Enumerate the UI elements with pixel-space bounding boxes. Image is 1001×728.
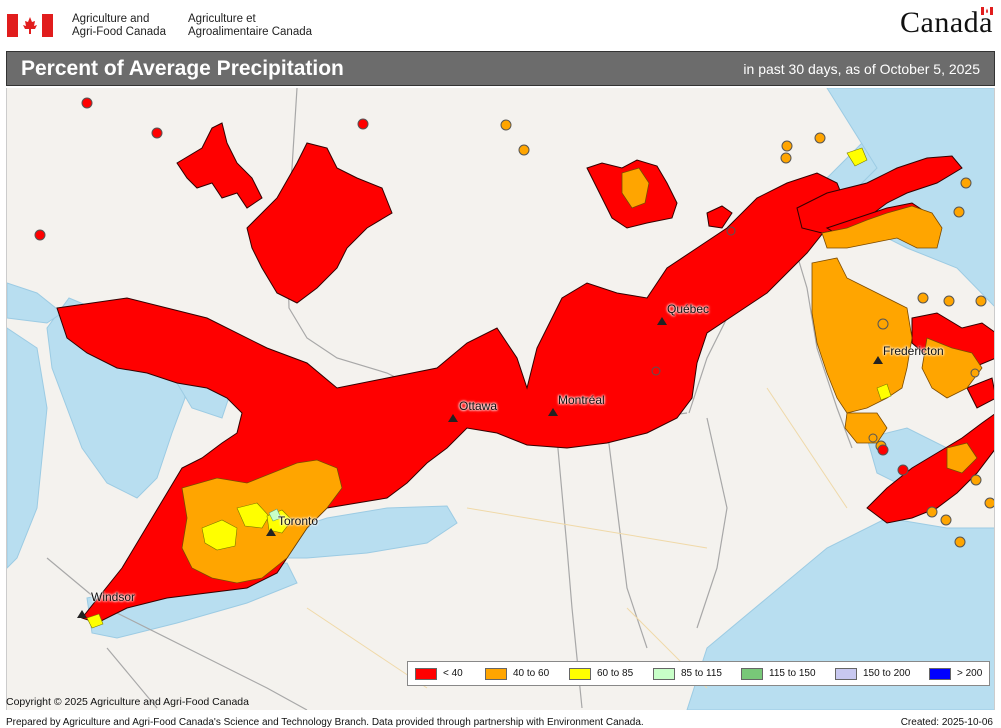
windsor-yellow [86, 613, 104, 629]
prepared-by-text: Prepared by Agriculture and Agri-Food Ca… [6, 717, 644, 728]
city-label-toronto: Toronto [278, 514, 319, 528]
nova-scotia-mainland [866, 413, 994, 524]
lake-ontario [266, 505, 458, 559]
sw-ontario-yellow-1 [201, 519, 238, 551]
header: Agriculture and Agri-Food Canada Agricul… [0, 0, 1001, 48]
city-label-ottawa: Ottawa [459, 399, 498, 413]
org-name-french: Agriculture et Agroalimentaire Canada [188, 13, 312, 39]
map-title: Percent of Average Precipitation [21, 57, 344, 80]
legend-swatch [741, 668, 763, 680]
northern-quebec-orange [621, 167, 650, 209]
precip-85-to-115 [268, 508, 282, 522]
map-legend: < 40 40 to 60 60 to 85 85 to 115 115 to … [407, 661, 990, 686]
station-dots [34, 97, 994, 548]
city-marker-ottawa [448, 414, 458, 422]
legend-swatch [485, 668, 507, 680]
org-fr-line2: Agroalimentaire Canada [188, 26, 313, 38]
lake-michigan [7, 327, 48, 569]
precip-60-to-85 [86, 147, 892, 629]
city-label-fredericton: Fredericton [883, 344, 944, 358]
legend-swatch [653, 668, 675, 680]
city-marker-quebec [657, 317, 667, 325]
canada-flag-icon [7, 14, 53, 37]
map-panel[interactable]: Ottawa Montréal Québec Toronto Windsor F… [6, 88, 995, 710]
nova-scotia-northern [966, 377, 994, 409]
city-label-montreal: Montréal [558, 393, 605, 407]
sw-ontario-yellow-2 [236, 502, 270, 529]
gaspe-yellow [846, 147, 868, 167]
legend-swatch [569, 668, 591, 680]
org-name-english: Agriculture and Agri-Food Canada [72, 13, 166, 39]
quebec-north-shore-patch [706, 205, 733, 229]
toronto-green [268, 508, 282, 522]
map-canvas [7, 88, 994, 710]
gulf-of-st-lawrence [826, 88, 994, 307]
created-date: Created: 2025-10-06 [900, 717, 993, 728]
legend-label: 85 to 115 [681, 668, 722, 679]
org-en-line1: Agriculture and [72, 13, 150, 25]
legend-label: 40 to 60 [513, 668, 550, 679]
city-marker-fredericton [873, 356, 883, 364]
new-brunswick-orange [811, 257, 913, 414]
nova-scotia-south-orange [946, 442, 978, 474]
nova-scotia-orange [921, 337, 983, 399]
title-bar: Percent of Average Precipitation in past… [6, 51, 995, 86]
legend-swatch [929, 668, 951, 680]
northern-ontario-patch-2 [246, 142, 393, 304]
northern-ontario-patch-1 [176, 122, 263, 209]
city-marker-windsor [77, 610, 87, 618]
legend-label: 150 to 200 [863, 668, 911, 679]
nb-yellow [876, 383, 892, 401]
org-en-line2: Agri-Food Canada [72, 26, 166, 38]
legend-swatch [415, 668, 437, 680]
legend-swatch [835, 668, 857, 680]
legend-label: > 200 [957, 668, 983, 679]
map-subtitle: in past 30 days, as of October 5, 2025 [743, 61, 980, 77]
city-marker-toronto [266, 528, 276, 536]
lake-superior-edge [7, 282, 63, 324]
legend-label: 115 to 150 [769, 668, 816, 679]
gaspe-orange [821, 205, 943, 249]
copyright-text: Copyright © 2025 Agriculture and Agri-Fo… [6, 696, 249, 708]
city-marker-montreal [548, 408, 558, 416]
legend-label: < 40 [443, 668, 463, 679]
legend-label: 60 to 85 [597, 668, 634, 679]
city-label-windsor: Windsor [91, 590, 136, 604]
org-fr-line1: Agriculture et [188, 13, 256, 25]
wordmark-flag-icon [981, 7, 993, 15]
canada-wordmark: Canada [900, 6, 993, 39]
city-label-quebec: Québec [667, 302, 710, 316]
